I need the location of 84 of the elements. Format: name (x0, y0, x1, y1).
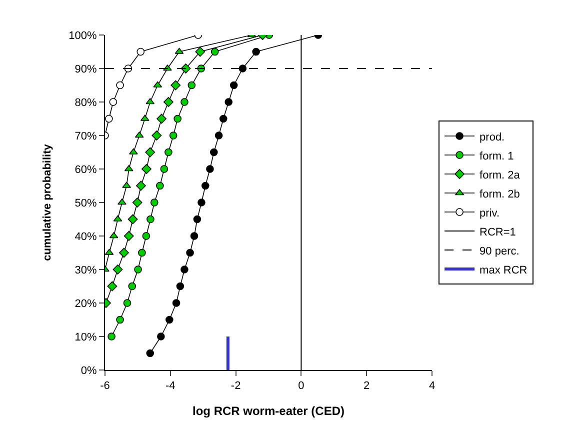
x-tick-label: 0 (298, 380, 304, 392)
x-tick-label: 4 (428, 380, 436, 392)
y-tick-label: 10% (74, 331, 98, 344)
point (169, 132, 178, 140)
point (238, 64, 247, 72)
point (119, 248, 129, 258)
point (136, 180, 146, 191)
y-axis-title: cumulative probability (41, 143, 54, 261)
point (166, 316, 174, 324)
point (160, 165, 168, 173)
legend-label: form. 1 (480, 150, 514, 162)
x-tick-label: -6 (100, 380, 110, 392)
point (206, 165, 214, 173)
point (172, 299, 180, 307)
point (145, 147, 156, 158)
y-tick-label: 40% (74, 230, 98, 243)
point (142, 232, 150, 240)
point (252, 48, 260, 56)
x-axis-title: log RCR worm-eater (CED) (192, 404, 345, 418)
point (129, 148, 138, 154)
y-tick-label: 50% (74, 197, 98, 210)
point (108, 332, 116, 340)
point (112, 264, 123, 274)
legend-label: form. 2a (480, 169, 521, 182)
point (186, 248, 194, 257)
legend-label: 90 perc. (480, 245, 520, 258)
point (174, 114, 182, 123)
point (180, 266, 188, 274)
point (128, 214, 138, 224)
y-tick-label: 30% (74, 264, 98, 276)
point (163, 97, 174, 107)
point (146, 215, 154, 224)
y-tick-label: 90% (74, 63, 98, 76)
y-tick-label: 0% (80, 364, 98, 377)
point (150, 198, 158, 206)
point (142, 164, 152, 174)
point (118, 198, 126, 205)
point (170, 80, 181, 90)
point (157, 332, 165, 340)
point (190, 232, 198, 240)
point (152, 130, 162, 140)
point (124, 231, 134, 241)
x-tick-label: -2 (230, 380, 241, 392)
y-tick-label: 60% (74, 164, 98, 176)
point (219, 114, 228, 123)
legend-label: RCR=1 (480, 226, 516, 238)
legend-label: prod. (480, 131, 505, 144)
point (156, 114, 167, 124)
x-tick-label: -4 (166, 380, 176, 392)
legend-label: max RCR (480, 264, 528, 276)
point (201, 182, 210, 190)
point (198, 198, 206, 206)
point (164, 148, 172, 156)
point (116, 316, 124, 324)
point (116, 81, 124, 90)
point (156, 182, 164, 190)
point (210, 48, 219, 56)
x-tick-label: 2 (364, 380, 370, 392)
point (136, 48, 145, 56)
point (193, 215, 202, 224)
point (146, 349, 154, 358)
point (132, 198, 142, 208)
y-tick-label: 20% (74, 298, 98, 310)
point (188, 81, 196, 90)
point (105, 114, 113, 123)
legend-label: form. 2b (480, 188, 520, 200)
point (107, 281, 118, 292)
point (195, 46, 206, 57)
point (105, 248, 114, 255)
point (176, 282, 184, 290)
point (134, 266, 142, 274)
point (180, 98, 188, 106)
point (224, 98, 233, 106)
point (214, 132, 223, 140)
legend-label: priv. (480, 207, 500, 220)
point (138, 248, 146, 257)
point (109, 98, 118, 106)
y-tick-label: 80% (74, 96, 98, 109)
point (230, 81, 238, 90)
y-tick-label: 70% (74, 130, 98, 142)
point (128, 282, 136, 290)
point (210, 148, 218, 156)
y-tick-label: 100% (68, 30, 98, 42)
point (123, 299, 132, 307)
